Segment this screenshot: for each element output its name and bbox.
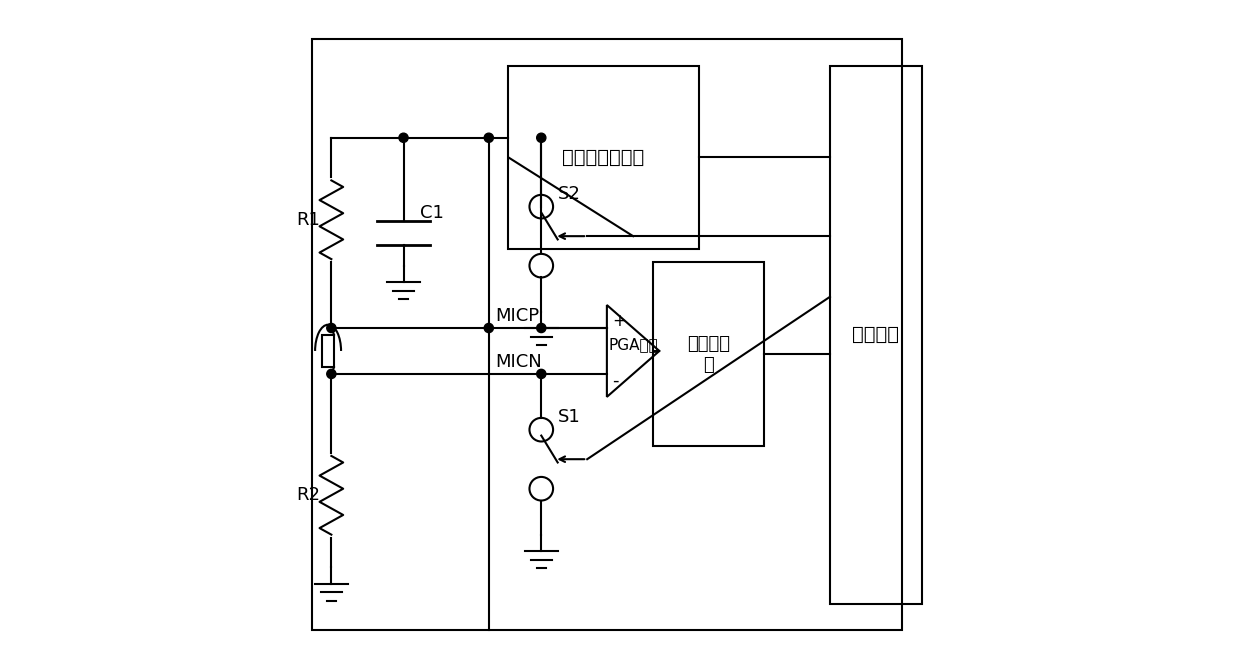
Text: MICP: MICP xyxy=(495,307,539,325)
Text: -: - xyxy=(613,371,619,390)
Circle shape xyxy=(484,323,494,333)
Text: R2: R2 xyxy=(296,486,320,504)
Text: S1: S1 xyxy=(558,407,580,426)
Bar xyxy=(322,335,334,367)
Text: C1: C1 xyxy=(420,204,444,222)
Circle shape xyxy=(537,323,546,333)
Text: 模式转换
器: 模式转换 器 xyxy=(687,335,730,374)
Circle shape xyxy=(327,369,336,379)
Text: R1: R1 xyxy=(296,211,320,229)
Circle shape xyxy=(537,133,546,142)
Text: PGA芯片: PGA芯片 xyxy=(609,337,658,352)
Text: 控制逻辑: 控制逻辑 xyxy=(852,325,899,344)
Bar xyxy=(508,66,698,249)
Circle shape xyxy=(537,369,546,379)
Text: +: + xyxy=(613,312,626,331)
Bar xyxy=(311,39,901,630)
Text: MICN: MICN xyxy=(495,353,542,371)
Bar xyxy=(652,262,764,446)
Text: S2: S2 xyxy=(558,184,580,203)
Circle shape xyxy=(484,133,494,142)
Circle shape xyxy=(327,323,336,333)
Circle shape xyxy=(399,133,408,142)
Bar xyxy=(830,66,921,604)
Text: 偏置电压生成器: 偏置电压生成器 xyxy=(563,148,645,167)
